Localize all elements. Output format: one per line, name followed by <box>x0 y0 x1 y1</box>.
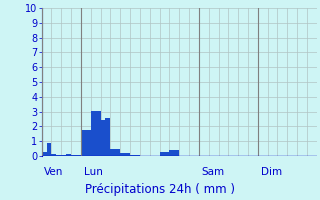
Bar <box>42 152 46 156</box>
Bar <box>86 130 91 156</box>
Bar <box>46 143 52 156</box>
Bar <box>52 154 56 156</box>
Bar <box>100 120 106 156</box>
Bar <box>96 111 100 156</box>
Bar <box>66 154 71 156</box>
Text: Lun: Lun <box>84 167 103 177</box>
Bar <box>120 153 125 156</box>
Bar <box>110 149 115 156</box>
Text: Sam: Sam <box>202 167 225 177</box>
Bar <box>135 155 140 156</box>
Bar <box>81 130 86 156</box>
Text: Précipitations 24h ( mm ): Précipitations 24h ( mm ) <box>85 183 235 196</box>
Text: Dim: Dim <box>260 167 282 177</box>
Bar <box>174 150 179 156</box>
Bar <box>106 118 110 156</box>
Bar <box>91 111 96 156</box>
Bar <box>56 155 61 156</box>
Bar <box>61 155 66 156</box>
Bar <box>125 153 130 156</box>
Bar <box>160 152 164 156</box>
Text: Ven: Ven <box>44 167 64 177</box>
Bar <box>169 150 174 156</box>
Bar <box>164 152 169 156</box>
Bar <box>71 155 76 156</box>
Bar <box>76 155 81 156</box>
Bar <box>130 155 135 156</box>
Bar <box>115 149 120 156</box>
